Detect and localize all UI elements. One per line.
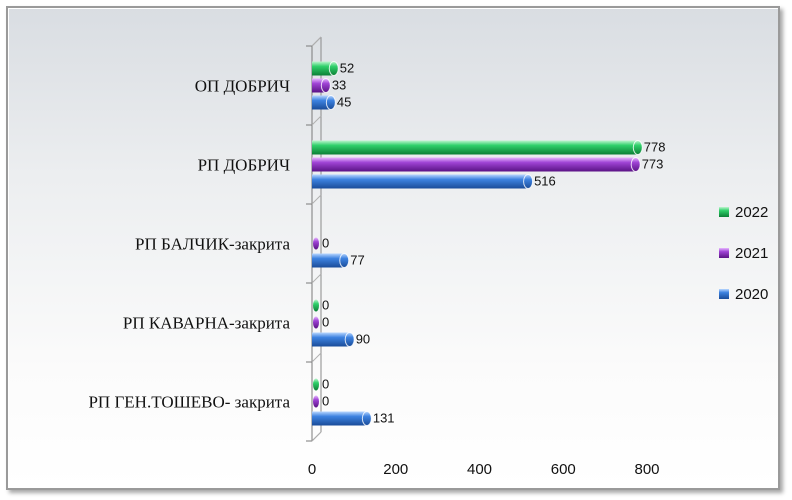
legend-item: 2022 bbox=[719, 204, 768, 221]
bar-cap bbox=[328, 61, 339, 76]
data-label: 131 bbox=[373, 411, 395, 426]
bar-body bbox=[312, 332, 350, 347]
bar bbox=[312, 332, 355, 347]
legend-swatch bbox=[719, 207, 729, 217]
category-label: РП КАВАРНА-закрита bbox=[123, 314, 291, 333]
bar bbox=[312, 253, 350, 268]
chart-frame bbox=[6, 6, 780, 490]
x-tick-label: 800 bbox=[634, 461, 659, 478]
legend-label: 2021 bbox=[735, 245, 768, 262]
bar-body bbox=[312, 411, 367, 426]
x-tick-label: 200 bbox=[383, 461, 408, 478]
bar bbox=[312, 95, 336, 110]
bar bbox=[312, 140, 643, 155]
y-axis-divider bbox=[311, 36, 322, 47]
bar bbox=[312, 411, 372, 426]
data-label: 773 bbox=[642, 157, 664, 172]
legend: 2022 2021 2020 bbox=[719, 204, 768, 303]
bar-cap bbox=[523, 174, 534, 189]
data-label: 77 bbox=[350, 253, 364, 268]
bar-body bbox=[312, 61, 334, 76]
y-axis-divider bbox=[311, 115, 322, 126]
bar-zero-disc bbox=[313, 316, 319, 329]
bar-cap bbox=[361, 411, 372, 426]
legend-item: 2021 bbox=[719, 245, 768, 262]
data-label: 33 bbox=[332, 78, 346, 93]
data-label: 0 bbox=[322, 377, 329, 392]
bar-cap bbox=[630, 157, 641, 172]
bar-body bbox=[312, 140, 638, 155]
bar-body bbox=[312, 253, 345, 268]
bar bbox=[313, 378, 319, 391]
x-tick-label: 600 bbox=[551, 461, 576, 478]
bar-cap bbox=[632, 140, 643, 155]
data-label: 0 bbox=[322, 315, 329, 330]
y-axis-divider bbox=[311, 273, 322, 284]
bar bbox=[312, 78, 331, 93]
category-label: РП ДОБРИЧ bbox=[198, 156, 290, 175]
bar bbox=[313, 237, 319, 250]
x-tick-label: 0 bbox=[308, 461, 316, 478]
bar bbox=[313, 395, 319, 408]
bar-cap bbox=[339, 253, 350, 268]
y-axis-divider bbox=[311, 194, 322, 205]
legend-swatch bbox=[719, 248, 729, 258]
bar bbox=[312, 174, 534, 189]
bar-cap bbox=[320, 78, 331, 93]
bar-zero-disc bbox=[313, 299, 319, 312]
bar-cap bbox=[325, 95, 336, 110]
data-label: 778 bbox=[644, 140, 666, 155]
legend-item: 2020 bbox=[719, 286, 768, 303]
bar-body bbox=[312, 174, 529, 189]
legend-label: 2022 bbox=[735, 204, 768, 221]
x-axis-tick-labels: 0 200 400 600 800 bbox=[308, 461, 660, 478]
data-label: 90 bbox=[356, 332, 370, 347]
y-axis-divider bbox=[311, 431, 322, 442]
data-label: 0 bbox=[322, 298, 329, 313]
legend-label: 2020 bbox=[735, 286, 768, 303]
x-tick-label: 400 bbox=[467, 461, 492, 478]
bar bbox=[313, 299, 319, 312]
bar-zero-disc bbox=[313, 237, 319, 250]
category-label: РП БАЛЧИК-закрита bbox=[135, 235, 290, 254]
category-label: РП ГЕН.ТОШЕВО- закрита bbox=[88, 393, 290, 412]
bar bbox=[312, 61, 339, 76]
data-labels: 52 33 45 778 773 516 0 77 0 0 90 0 0 131 bbox=[322, 61, 665, 426]
bar bbox=[312, 157, 641, 172]
bars bbox=[312, 61, 643, 426]
bar bbox=[313, 316, 319, 329]
data-label: 52 bbox=[340, 61, 354, 76]
data-label: 0 bbox=[322, 394, 329, 409]
bar-cap bbox=[344, 332, 355, 347]
data-label: 45 bbox=[337, 95, 351, 110]
data-label: 0 bbox=[322, 236, 329, 251]
data-label: 516 bbox=[534, 174, 556, 189]
category-label: ОП ДОБРИЧ bbox=[195, 77, 290, 96]
y-axis-divider bbox=[311, 352, 322, 363]
legend-swatch bbox=[719, 289, 729, 299]
bar-body bbox=[312, 95, 331, 110]
bar-zero-disc bbox=[313, 395, 319, 408]
bar-body bbox=[312, 157, 636, 172]
bar-zero-disc bbox=[313, 378, 319, 391]
category-labels: ОП ДОБРИЧ РП ДОБРИЧ РП БАЛЧИК-закрита РП КА… bbox=[88, 77, 290, 412]
